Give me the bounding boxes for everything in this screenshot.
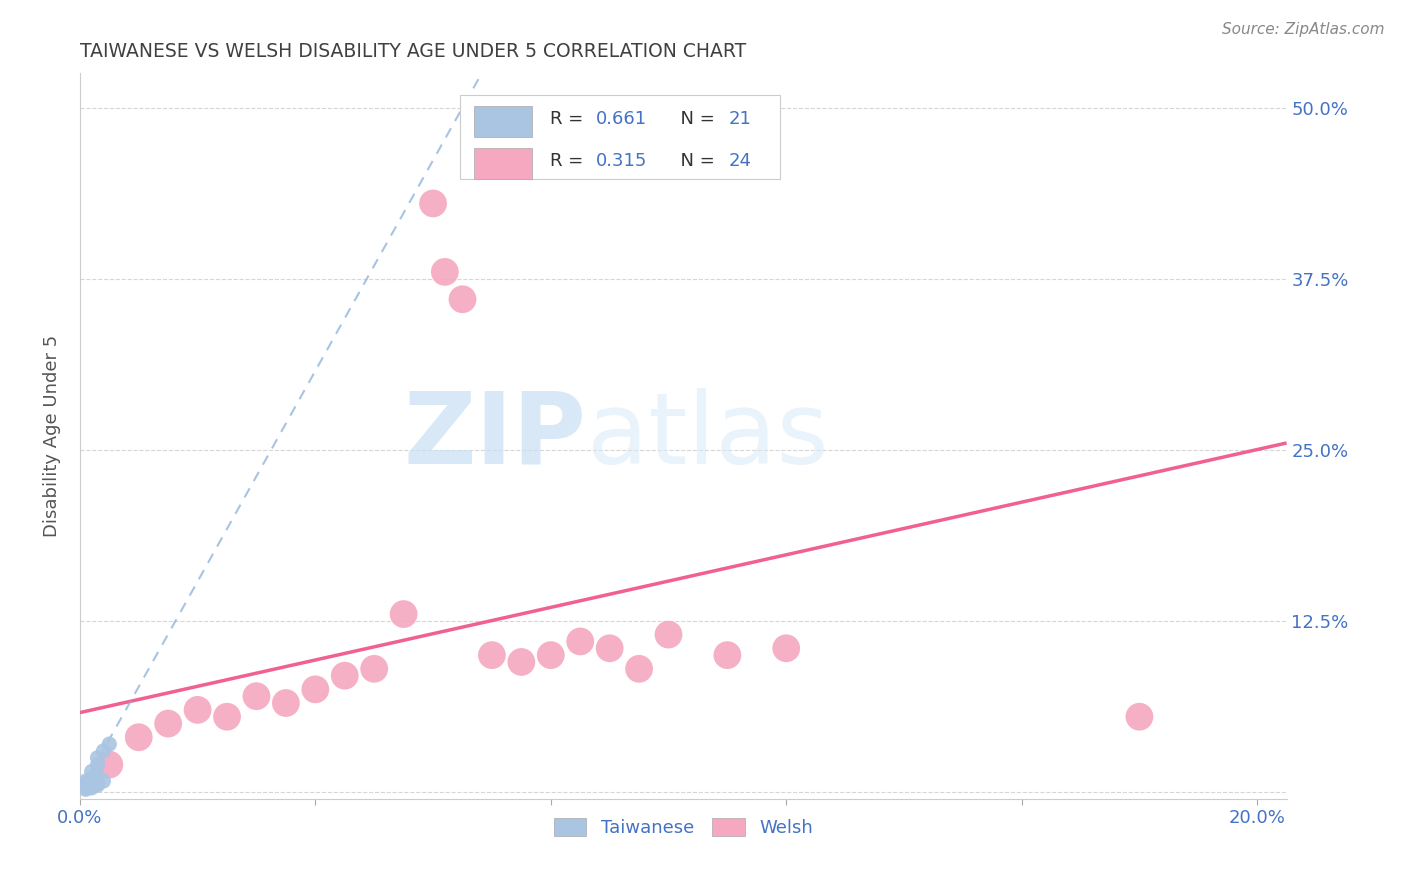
Point: [93, 774, 115, 789]
Bar: [474, 106, 533, 136]
Point: [86, 778, 108, 792]
Point: [75, 778, 97, 792]
Point: [569, 634, 592, 648]
Point: [245, 689, 267, 703]
Point: [599, 641, 621, 656]
Point: [75, 780, 97, 795]
Point: [80, 780, 103, 794]
Bar: [474, 148, 533, 178]
Point: [80, 764, 103, 779]
FancyBboxPatch shape: [460, 95, 780, 178]
Legend: Taiwanese, Welsh: Taiwanese, Welsh: [547, 811, 820, 844]
Text: 21: 21: [730, 110, 752, 128]
Point: [86, 751, 108, 765]
Text: 0.661: 0.661: [596, 110, 648, 128]
Text: atlas: atlas: [586, 388, 828, 484]
Text: R =: R =: [551, 110, 589, 128]
Point: [540, 648, 562, 662]
Point: [628, 662, 651, 676]
Point: [657, 627, 679, 641]
Point: [333, 668, 356, 682]
Point: [716, 648, 738, 662]
Point: [451, 292, 474, 306]
Text: TAIWANESE VS WELSH DISABILITY AGE UNDER 5 CORRELATION CHART: TAIWANESE VS WELSH DISABILITY AGE UNDER …: [80, 42, 747, 61]
Point: [1128, 709, 1150, 723]
Point: [75, 780, 97, 794]
Point: [86, 757, 108, 772]
Point: [80, 778, 103, 792]
Point: [157, 716, 180, 731]
Point: [80, 780, 103, 795]
Point: [80, 772, 103, 786]
Point: [93, 744, 115, 758]
Point: [75, 774, 97, 789]
Text: 0.315: 0.315: [596, 152, 648, 169]
Point: [128, 731, 150, 745]
Point: [304, 682, 326, 697]
Point: [86, 774, 108, 789]
Point: [75, 782, 97, 797]
Point: [363, 662, 385, 676]
Point: [481, 648, 503, 662]
Y-axis label: Disability Age Under 5: Disability Age Under 5: [44, 335, 60, 537]
Text: 24: 24: [730, 152, 752, 169]
Point: [392, 607, 415, 621]
Text: N =: N =: [669, 152, 720, 169]
Text: N =: N =: [669, 110, 720, 128]
Point: [274, 696, 297, 710]
Point: [433, 265, 456, 279]
Point: [98, 737, 121, 751]
Point: [215, 709, 238, 723]
Point: [510, 655, 533, 669]
Point: [86, 777, 108, 791]
Text: R =: R =: [551, 152, 589, 169]
Point: [86, 768, 108, 782]
Point: [75, 777, 97, 791]
Point: [98, 757, 121, 772]
Point: [187, 703, 209, 717]
Point: [775, 641, 797, 656]
Point: [80, 775, 103, 789]
Text: ZIP: ZIP: [404, 388, 586, 484]
Text: Source: ZipAtlas.com: Source: ZipAtlas.com: [1222, 22, 1385, 37]
Point: [422, 196, 444, 211]
